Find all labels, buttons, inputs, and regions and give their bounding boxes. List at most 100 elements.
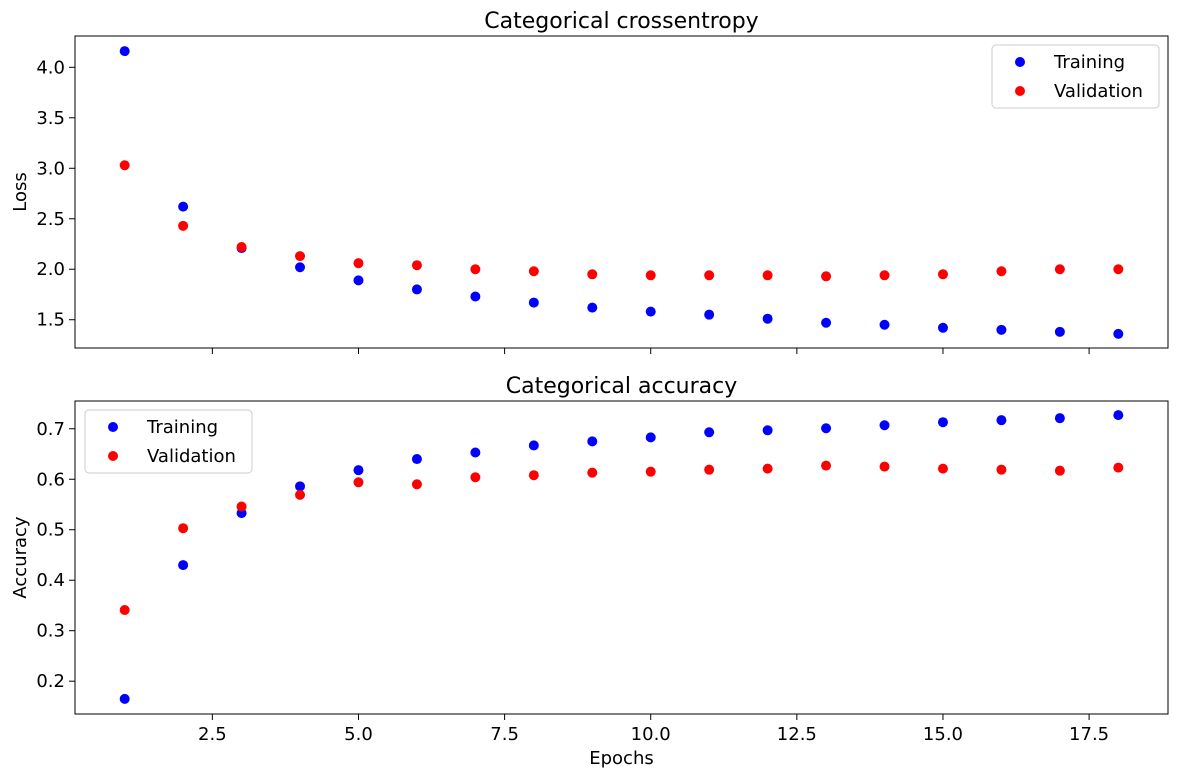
data-point-validation (1113, 462, 1124, 473)
series-training (119, 46, 1124, 339)
accuracy-chart: Categorical accuracy Accuracy Epochs 0.2 0.3… (10, 374, 1169, 769)
data-point-validation (178, 220, 189, 231)
series-validation (119, 160, 1124, 282)
x-tick-label: 15.0 (923, 724, 963, 745)
data-point-training (1113, 410, 1124, 421)
data-point-training (879, 420, 890, 431)
x-axis-label: Epochs (589, 748, 654, 769)
data-point-validation (295, 489, 306, 500)
data-point-training (470, 447, 481, 458)
legend: Training Validation (991, 44, 1160, 109)
data-point-training (645, 306, 656, 317)
data-point-validation (411, 479, 422, 490)
data-point-training (879, 319, 890, 330)
data-point-training (353, 465, 364, 476)
x-tick-label: 2.5 (198, 724, 227, 745)
data-point-validation (353, 258, 364, 269)
data-point-training (119, 693, 130, 704)
x-tick-label: 10.0 (631, 724, 671, 745)
data-point-validation (996, 464, 1007, 475)
data-point-training (996, 324, 1007, 335)
data-point-validation (1113, 264, 1124, 275)
y-tick-label: 0.4 (36, 570, 65, 591)
data-point-validation (937, 269, 948, 280)
data-point-training (937, 417, 948, 428)
data-point-validation (119, 605, 130, 616)
legend-label-validation: Validation (1054, 81, 1143, 102)
data-point-validation (587, 467, 598, 478)
data-point-validation (528, 266, 539, 277)
series-training (119, 410, 1124, 704)
legend-marker-validation (108, 451, 118, 461)
data-point-training (528, 297, 539, 308)
data-point-training (645, 432, 656, 443)
legend-box (991, 44, 1160, 109)
legend-label-training: Training (146, 417, 218, 438)
legend-marker-validation (1015, 86, 1025, 96)
data-point-validation (353, 477, 364, 488)
data-point-validation (821, 460, 832, 471)
data-point-validation (821, 271, 832, 282)
data-point-validation (937, 463, 948, 474)
data-point-validation (704, 270, 715, 281)
x-tick-label: 12.5 (777, 724, 817, 745)
x-tick-label: 5.0 (344, 724, 373, 745)
data-point-training (821, 423, 832, 434)
data-point-training (1113, 328, 1124, 339)
chart-title: Categorical crossentropy (484, 9, 758, 34)
y-tick-label: 3.0 (36, 158, 65, 179)
legend-box (84, 409, 253, 474)
data-point-training (470, 291, 481, 302)
data-point-training (762, 425, 773, 436)
y-tick-label: 2.5 (36, 209, 65, 230)
data-point-validation (996, 266, 1007, 277)
data-point-validation (587, 269, 598, 280)
legend: Training Validation (84, 409, 253, 474)
data-point-training (1054, 326, 1065, 337)
chart-title: Categorical accuracy (506, 374, 738, 399)
series-validation (119, 460, 1124, 616)
data-point-training (528, 440, 539, 451)
legend-label-validation: Validation (147, 446, 236, 467)
legend-label-training: Training (1053, 52, 1125, 73)
loss-chart: Categorical crossentropy Loss 1.5 2.0 2.5 3.0… (10, 9, 1169, 354)
data-point-validation (879, 270, 890, 281)
data-point-validation (236, 242, 247, 253)
y-tick-label: 2.0 (36, 259, 65, 280)
data-point-training (587, 302, 598, 313)
y-tick-label: 0.2 (36, 671, 65, 692)
x-tick-label: 7.5 (490, 724, 519, 745)
y-tick-label: 1.5 (36, 310, 65, 331)
data-point-validation (295, 251, 306, 262)
data-point-training (587, 436, 598, 447)
data-point-validation (645, 466, 656, 477)
data-point-validation (236, 501, 247, 512)
data-point-training (295, 262, 306, 273)
data-point-validation (470, 264, 481, 275)
data-point-validation (411, 260, 422, 271)
y-tick-label: 4.0 (36, 57, 65, 78)
data-point-training (821, 317, 832, 328)
legend-marker-training (108, 422, 118, 432)
data-point-training (353, 275, 364, 286)
data-point-validation (119, 160, 130, 171)
data-point-validation (178, 523, 189, 534)
data-point-training (704, 427, 715, 438)
y-tick-label: 0.6 (36, 469, 65, 490)
data-point-training (178, 560, 189, 571)
y-tick-label: 0.3 (36, 621, 65, 642)
y-tick-label: 3.5 (36, 108, 65, 129)
data-point-training (996, 415, 1007, 426)
data-point-validation (762, 463, 773, 474)
data-point-validation (879, 461, 890, 472)
data-point-training (937, 322, 948, 333)
data-point-training (178, 201, 189, 212)
y-tick-label: 0.7 (36, 419, 65, 440)
data-point-validation (528, 470, 539, 481)
data-point-training (411, 454, 422, 465)
x-tick-label: 17.5 (1069, 724, 1109, 745)
plot-frame (74, 400, 1169, 715)
data-point-validation (704, 464, 715, 475)
data-point-training (295, 481, 306, 492)
